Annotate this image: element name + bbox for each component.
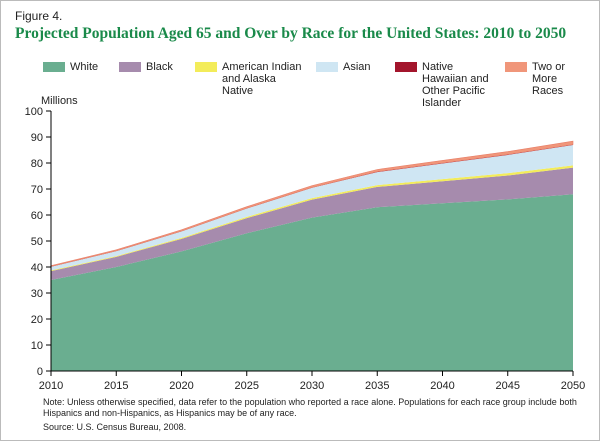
y-tick-label: 90	[31, 132, 43, 144]
x-tick-label: 2040	[430, 380, 454, 392]
legend-swatch	[43, 62, 65, 72]
area	[51, 145, 573, 271]
legend-item: American Indian and Alaska Native	[195, 61, 310, 97]
area	[51, 167, 573, 280]
y-tick-label: 10	[31, 340, 43, 352]
legend-item: Black	[119, 61, 189, 73]
y-tick-label: 100	[25, 106, 43, 118]
legend-label: Two or More Races	[532, 61, 566, 97]
legend-label: White	[70, 61, 99, 73]
legend-label: American Indian and Alaska Native	[222, 61, 302, 97]
x-tick-label: 2025	[235, 380, 259, 392]
y-axis-label: Millions	[41, 95, 78, 107]
legend-label: Native Hawaiian and Other Pacific Island…	[422, 61, 489, 109]
x-tick-label: 2015	[104, 380, 128, 392]
x-tick-label: 2010	[39, 380, 63, 392]
y-tick-label: 20	[31, 314, 43, 326]
area	[50, 140, 574, 267]
legend-swatch	[195, 62, 217, 72]
y-tick-label: 70	[31, 184, 43, 196]
x-tick-label: 2045	[496, 380, 520, 392]
area	[51, 194, 573, 371]
legend-swatch	[395, 62, 417, 72]
x-tick-label: 2035	[365, 380, 389, 392]
legend-item: White	[43, 61, 113, 73]
x-tick-label: 2030	[300, 380, 324, 392]
figure-label: Figure 4.	[15, 9, 63, 23]
legend-swatch	[505, 62, 527, 72]
y-tick-label: 40	[31, 262, 43, 274]
legend-swatch	[316, 62, 338, 72]
legend-item: Two or More Races	[505, 61, 565, 97]
legend-item: Asian	[316, 61, 391, 73]
y-tick-label: 60	[31, 210, 43, 222]
legend-item: Native Hawaiian and Other Pacific Island…	[395, 61, 500, 109]
legend-swatch	[119, 62, 141, 72]
y-tick-label: 50	[31, 236, 43, 248]
x-tick-label: 2020	[169, 380, 193, 392]
source: Source: U.S. Census Bureau, 2008.	[43, 422, 187, 432]
y-tick-label: 0	[37, 366, 43, 378]
chart-title: Projected Population Aged 65 and Over by…	[15, 25, 567, 42]
y-tick-label: 30	[31, 288, 43, 300]
y-tick-label: 80	[31, 158, 43, 170]
legend-label: Asian	[343, 61, 371, 73]
legend-label: Black	[146, 61, 173, 73]
x-tick-label: 2050	[561, 380, 585, 392]
note: Note: Unless otherwise specified, data r…	[43, 397, 577, 418]
